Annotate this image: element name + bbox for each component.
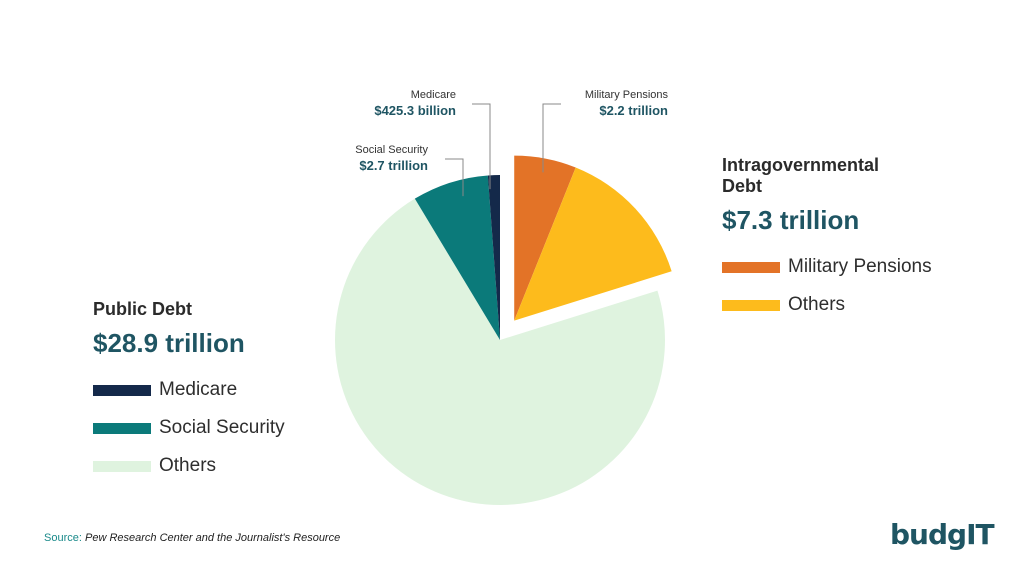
slice-intra-military-pensions [514,155,576,321]
source-text: Pew Research Center and the Journalist's… [84,532,341,544]
public-debt-title: Public Debt [93,299,193,319]
callout-leader-lines [445,103,561,197]
public-debt-legend: Public Debt $28.9 trillion Medicare Soci… [93,299,285,485]
slice-public-others [334,198,665,505]
legend-swatch-military-pensions [722,261,780,273]
slice-public-medicare [487,175,500,340]
callout-value-military-pensions: $2.2 trillion [599,103,668,118]
legend-item-public-others: Others [93,447,285,485]
callout-label-military-pensions: Military Pensions [585,89,669,101]
slice-intra-others [514,167,672,321]
leader-line-medicare [472,103,491,190]
pie-slices [334,155,672,505]
intragovernmental-debt-total: $7.3 trillion [722,205,860,235]
legend-label-intra-others: Others [788,294,846,315]
callout-label-medicare: Medicare [411,89,456,101]
callout-labels: Medicare $425.3 billion Social Security $2.… [355,89,668,173]
legend-item-intra-others: Others [722,286,952,324]
legend-item-social-security: Social Security [93,409,285,447]
legend-label-public-others: Others [159,455,217,476]
leader-line-military-pensions [542,103,561,173]
legend-label-medicare: Medicare [159,379,238,400]
legend-item-medicare: Medicare [93,371,285,409]
intragovernmental-debt-title: Intragovernmental Debt [722,155,880,196]
legend-label-social-security: Social Security [159,417,285,438]
leader-line-social-security [445,158,464,197]
callout-value-medicare: $425.3 billion [374,103,456,118]
budgit-logo: budgIT [890,518,995,558]
public-debt-total: $28.9 trillion [93,328,245,358]
logo-text: budgIT [890,518,995,551]
legend-label-military-pensions: Military Pensions [788,256,932,277]
callout-value-social-security: $2.7 trillion [359,158,428,173]
source-key: Source: [44,532,82,544]
legend-swatch-public-others [93,460,151,472]
intragovernmental-debt-legend: Intragovernmental Debt $7.3 trillion Mil… [722,155,952,324]
source-note: Source: Pew Research Center and the Jour… [44,532,340,544]
legend-item-military-pensions: Military Pensions [722,248,952,286]
legend-swatch-intra-others [722,299,780,311]
slice-public-social-security [414,175,500,340]
callout-label-social-security: Social Security [355,144,428,156]
legend-swatch-social-security [93,422,151,434]
legend-swatch-medicare [93,384,151,396]
